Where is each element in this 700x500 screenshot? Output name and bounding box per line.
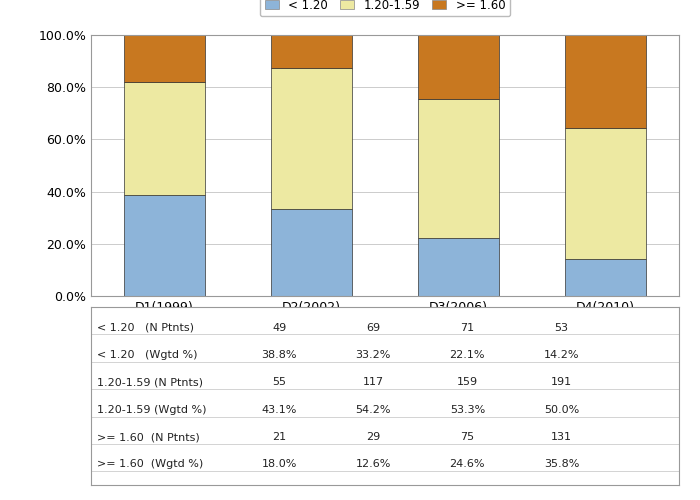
Text: >= 1.60  (N Ptnts): >= 1.60 (N Ptnts) <box>97 432 200 442</box>
Text: 38.8%: 38.8% <box>261 350 297 360</box>
Bar <box>124 195 205 296</box>
Text: 54.2%: 54.2% <box>356 404 391 414</box>
Text: 75: 75 <box>461 432 475 442</box>
Text: 1.20-1.59 (N Ptnts): 1.20-1.59 (N Ptnts) <box>97 378 203 388</box>
Text: 43.1%: 43.1% <box>262 404 297 414</box>
Bar <box>418 35 499 99</box>
Bar <box>565 35 646 128</box>
Text: 55: 55 <box>272 378 286 388</box>
Text: 12.6%: 12.6% <box>356 460 391 469</box>
Bar <box>271 68 352 210</box>
Text: 29: 29 <box>366 432 380 442</box>
Text: < 1.20   (Wgtd %): < 1.20 (Wgtd %) <box>97 350 197 360</box>
Text: 24.6%: 24.6% <box>449 460 485 469</box>
Text: 53.3%: 53.3% <box>449 404 485 414</box>
Text: 49: 49 <box>272 322 286 332</box>
Legend: < 1.20, 1.20-1.59, >= 1.60: < 1.20, 1.20-1.59, >= 1.60 <box>260 0 510 16</box>
Text: 117: 117 <box>363 378 384 388</box>
Bar <box>271 210 352 296</box>
Text: 71: 71 <box>461 322 475 332</box>
Text: 21: 21 <box>272 432 286 442</box>
Text: 191: 191 <box>551 378 572 388</box>
Bar <box>418 238 499 296</box>
Bar <box>565 128 646 259</box>
Text: 1.20-1.59 (Wgtd %): 1.20-1.59 (Wgtd %) <box>97 404 206 414</box>
Text: 35.8%: 35.8% <box>544 460 579 469</box>
Bar <box>124 82 205 195</box>
Text: 33.2%: 33.2% <box>356 350 391 360</box>
Text: >= 1.60  (Wgtd %): >= 1.60 (Wgtd %) <box>97 460 203 469</box>
Text: 50.0%: 50.0% <box>544 404 579 414</box>
Text: 14.2%: 14.2% <box>544 350 579 360</box>
Text: 53: 53 <box>554 322 568 332</box>
Text: 22.1%: 22.1% <box>449 350 485 360</box>
Text: < 1.20   (N Ptnts): < 1.20 (N Ptnts) <box>97 322 194 332</box>
Text: 69: 69 <box>366 322 380 332</box>
Text: 131: 131 <box>551 432 572 442</box>
Bar <box>124 36 205 82</box>
Text: 18.0%: 18.0% <box>262 460 297 469</box>
Bar <box>565 259 646 296</box>
Text: 159: 159 <box>457 378 478 388</box>
Bar <box>418 99 499 238</box>
Bar <box>271 35 352 68</box>
